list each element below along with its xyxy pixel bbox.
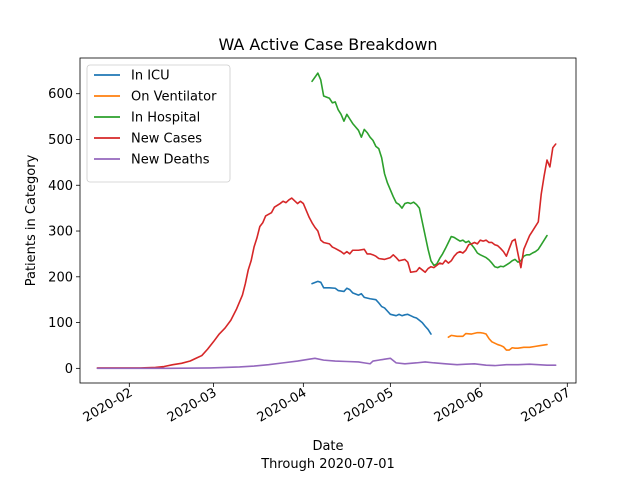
legend-label: In Hospital [131, 111, 200, 126]
y-tick-label: 200 [48, 270, 73, 285]
y-tick-label: 100 [48, 316, 73, 331]
y-axis: 0 100 200 300 400 500 600 [48, 87, 80, 377]
x-axis-title: Date [312, 439, 343, 454]
plot-area-frame [79, 57, 577, 384]
y-tick-label: 0 [65, 362, 73, 377]
legend-label: On Ventilator [131, 90, 217, 105]
legend: In ICU On Ventilator In Hospital New Cases N… [86, 64, 231, 183]
y-tick-label: 300 [48, 225, 73, 240]
legend-label: New Cases [131, 132, 202, 147]
y-tick-label: 600 [48, 87, 73, 102]
y-tick-label: 500 [48, 133, 73, 148]
y-tick-label: 400 [48, 179, 73, 194]
legend-label: New Deaths [131, 153, 210, 168]
series-layer [96, 72, 557, 370]
series-line-in-hospital [311, 72, 548, 269]
legend-frame [86, 64, 231, 183]
y-axis-title: Patients in Category [24, 154, 39, 286]
series-line-on-ventilator [447, 331, 548, 351]
legend-label: In ICU [131, 69, 170, 84]
series-line-new-deaths [96, 357, 557, 370]
series-line-in-icu [311, 280, 432, 335]
series-line-new-cases [96, 143, 557, 369]
chart-title: WA Active Case Breakdown [218, 35, 437, 54]
x-axis-subtitle: Through 2020-07-01 [260, 457, 395, 472]
